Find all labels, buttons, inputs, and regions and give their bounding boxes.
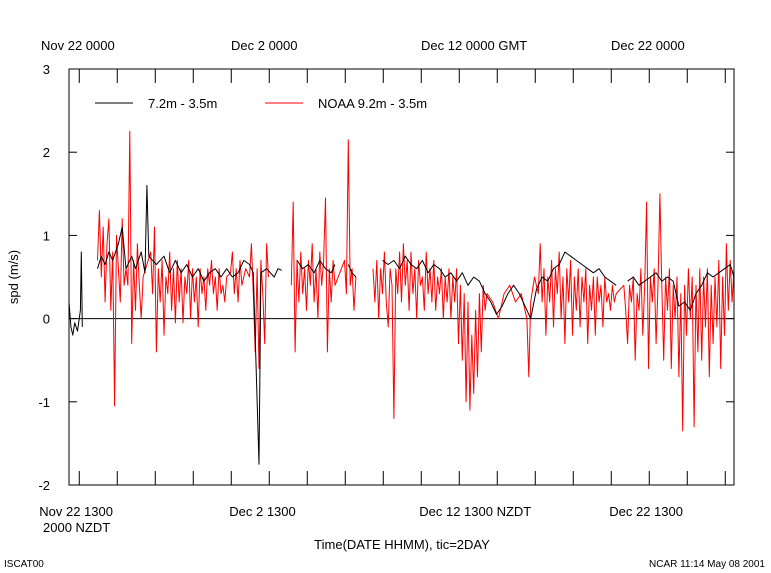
series-1-segment-3 xyxy=(347,264,357,278)
x-bottom-label-0: Nov 22 1300 xyxy=(39,504,113,519)
series-1-segment-4 xyxy=(382,251,617,320)
series-2-segment-0 xyxy=(97,130,269,407)
y-tick-label-0: -2 xyxy=(38,478,50,493)
footer-right-label: NCAR 11:14 May 08 2001 xyxy=(649,559,765,570)
x-axis-title: Time(DATE HHMM), tic=2DAY xyxy=(314,537,490,552)
y-tick-label-5: 3 xyxy=(43,62,50,77)
series-1-segment-5 xyxy=(627,264,734,311)
y-tick-label-1: -1 xyxy=(38,395,50,410)
y-axis-title: spd (m/s) xyxy=(6,250,21,304)
legend: 7.2m - 3.5m NOAA 9.2m - 3.5m xyxy=(95,96,427,111)
axis-label-layer: -2 -1 0 1 2 3 Nov 22 0000 Dec 2 0000 Dec 12 0000… xyxy=(38,38,684,519)
series-2-segment-2 xyxy=(372,193,734,432)
series-layer xyxy=(69,130,734,465)
legend-label-series-2: NOAA 9.2m - 3.5m xyxy=(318,96,427,111)
x-top-label-1: Dec 2 0000 xyxy=(231,38,298,53)
series-2-segment-1 xyxy=(290,139,357,353)
x-bottom-label-3: Dec 22 1300 xyxy=(609,504,683,519)
y-tick-label-3: 1 xyxy=(43,228,50,243)
x-top-label-3: Dec 22 0000 xyxy=(611,38,685,53)
series-2 xyxy=(97,130,734,432)
series-1-segment-0 xyxy=(69,251,83,336)
y-tick-label-2: 0 xyxy=(43,312,50,327)
legend-label-series-1: 7.2m - 3.5m xyxy=(148,96,217,111)
y-tick-label-4: 2 xyxy=(43,145,50,160)
series-1-segment-2 xyxy=(296,259,336,274)
x-top-label-0: Nov 22 0000 xyxy=(41,38,115,53)
plot-frame xyxy=(68,68,735,486)
x-bottom-label-1: Dec 2 1300 xyxy=(229,504,296,519)
bottom-sublabel: 2000 NZDT xyxy=(43,520,110,535)
x-top-label-2: Dec 12 0000 GMT xyxy=(421,38,527,53)
series-1-segment-1 xyxy=(97,185,282,465)
series-1 xyxy=(69,185,734,465)
footer-left-label: ISCAT00 xyxy=(4,559,44,570)
x-bottom-label-2: Dec 12 1300 NZDT xyxy=(419,504,531,519)
